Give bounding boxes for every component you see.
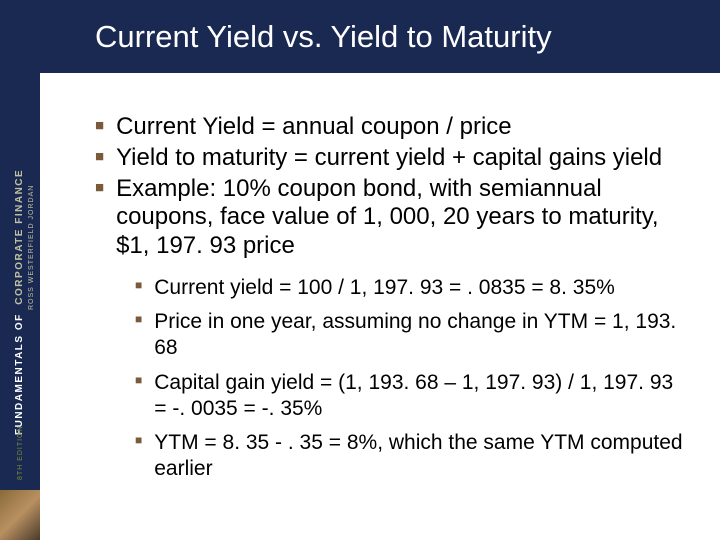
bullet-text: Current Yield = annual coupon / price <box>116 113 690 142</box>
spine-title: FUNDAMENTALS OF CORPORATE FINANCE <box>14 169 25 435</box>
book-spine: ROSS WESTERFIELD JORDAN FUNDAMENTALS OF … <box>0 0 40 540</box>
bullet-main: ■ Yield to maturity = current yield + ca… <box>95 144 690 173</box>
bullet-square-icon: ■ <box>135 312 142 327</box>
bullet-sub: ■ YTM = 8. 35 - . 35 = 8%, which the sam… <box>135 430 690 483</box>
bullet-text: YTM = 8. 35 - . 35 = 8%, which the same … <box>154 430 690 483</box>
bullet-sub: ■ Price in one year, assuming no change … <box>135 309 690 362</box>
bullet-sub: ■ Capital gain yield = (1, 193. 68 – 1, … <box>135 370 690 423</box>
bullet-text: Current yield = 100 / 1, 197. 93 = . 083… <box>154 275 690 301</box>
bullet-square-icon: ■ <box>135 373 142 388</box>
bullet-text: Price in one year, assuming no change in… <box>154 309 690 362</box>
bullet-square-icon: ■ <box>95 148 104 166</box>
bullet-main: ■ Example: 10% coupon bond, with semiann… <box>95 175 690 261</box>
slide-content: Current Yield vs. Yield to Maturity ■ Cu… <box>40 0 720 540</box>
spine-authors: ROSS WESTERFIELD JORDAN <box>28 185 35 310</box>
bullet-square-icon: ■ <box>95 117 104 135</box>
bullet-sub: ■ Current yield = 100 / 1, 197. 93 = . 0… <box>135 275 690 301</box>
slide-title: Current Yield vs. Yield to Maturity <box>95 19 552 55</box>
sub-bullet-list: ■ Current yield = 100 / 1, 197. 93 = . 0… <box>95 263 690 483</box>
bullet-text: Capital gain yield = (1, 193. 68 – 1, 19… <box>154 370 690 423</box>
bullet-text: Yield to maturity = current yield + capi… <box>116 144 690 173</box>
bullet-square-icon: ■ <box>135 278 142 293</box>
bullet-main: ■ Current Yield = annual coupon / price <box>95 113 690 142</box>
bullet-square-icon: ■ <box>95 179 104 197</box>
spine-edition: 8TH EDITION <box>17 425 24 480</box>
bullet-square-icon: ■ <box>135 433 142 448</box>
spine-artwork <box>0 490 40 540</box>
title-band: Current Yield vs. Yield to Maturity <box>40 0 720 73</box>
bullet-list: ■ Current Yield = annual coupon / price … <box>40 73 720 483</box>
bullet-text: Example: 10% coupon bond, with semiannua… <box>116 175 690 261</box>
